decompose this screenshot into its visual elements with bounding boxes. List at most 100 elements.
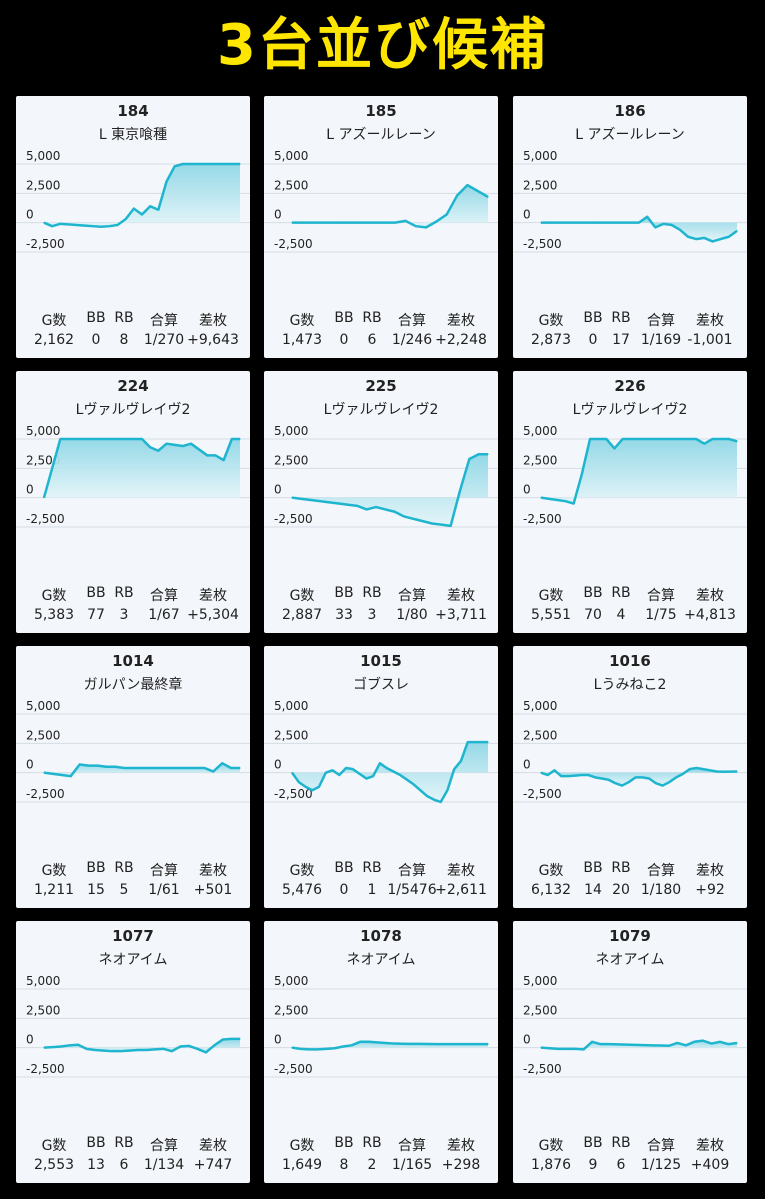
stat-label: 差枚 xyxy=(199,313,227,329)
chart-card: 224 Lヴァルヴレイヴ2 5,000 2,500 0 -2,500 G数 5,383 BB 77… xyxy=(16,371,250,633)
data-point xyxy=(359,1041,361,1043)
data-point xyxy=(394,222,396,224)
stat-label: 合算 xyxy=(646,588,675,604)
data-point xyxy=(662,784,664,787)
data-point xyxy=(433,799,435,801)
y-tick-label: 0 xyxy=(523,1033,531,1047)
data-point xyxy=(597,222,599,224)
data-point xyxy=(108,225,110,227)
data-point xyxy=(168,767,170,769)
area-chart: 5,000 2,500 0 -2,500 xyxy=(513,699,747,803)
data-point xyxy=(487,1043,489,1045)
stat-label: RB xyxy=(362,310,382,326)
data-point xyxy=(375,506,377,508)
data-point xyxy=(461,1043,464,1045)
stat-value: 1,876 xyxy=(530,1157,572,1173)
stat-value: +2,611 xyxy=(435,882,487,898)
data-point xyxy=(43,497,45,499)
data-point xyxy=(150,767,152,769)
stat-label: 差枚 xyxy=(447,313,475,329)
data-point xyxy=(105,766,107,768)
stat-label: 合算 xyxy=(646,863,675,879)
data-point xyxy=(648,777,650,780)
stat-combined: 合算 1/5476 xyxy=(387,860,436,898)
stat-value: 1,473 xyxy=(281,332,323,348)
stat-label: 差枚 xyxy=(447,863,475,879)
y-tick-label: 2,500 xyxy=(26,453,60,467)
data-point xyxy=(60,1045,62,1048)
stat-label: 合算 xyxy=(397,588,426,604)
data-point xyxy=(589,438,591,440)
machine-number: 1078 xyxy=(360,927,402,945)
data-point xyxy=(468,458,470,460)
data-point xyxy=(120,1050,122,1052)
chart-card: 226 Lヴァルヴレイヴ2 5,000 2,500 0 -2,500 G数 5,551 BB 70… xyxy=(513,371,747,633)
stat-games: G数 2,873 xyxy=(531,310,571,348)
data-point xyxy=(605,222,607,224)
data-point xyxy=(301,222,303,224)
data-point xyxy=(419,789,422,791)
stat-value: 17 xyxy=(612,332,630,348)
y-tick-label: 0 xyxy=(26,208,34,222)
data-point xyxy=(100,438,102,440)
stat-label: 差枚 xyxy=(198,863,227,879)
data-point xyxy=(108,438,110,440)
stat-label: 合算 xyxy=(646,1138,675,1154)
data-point xyxy=(159,767,161,769)
stat-label: 合算 xyxy=(397,313,426,329)
data-point xyxy=(419,1043,421,1045)
stat-diff: 差枚 +4,813 xyxy=(684,585,736,623)
stat-value: +2,248 xyxy=(435,332,487,348)
y-tick-label: 5,000 xyxy=(26,699,60,713)
stat-label: RB xyxy=(114,585,134,601)
data-point xyxy=(368,1041,370,1043)
stat-value: 1/61 xyxy=(148,882,180,898)
data-point xyxy=(141,767,143,769)
chart-card: 1078 ネオアイム 5,000 2,500 0 -2,500 G数 1,649 BB 8 RB 2 合… xyxy=(264,921,498,1183)
data-point xyxy=(223,163,225,165)
data-point xyxy=(679,438,681,440)
data-point xyxy=(133,438,135,440)
stat-value: 0 xyxy=(339,332,349,348)
data-point xyxy=(190,443,192,445)
stat-combined: 合算 1/165 xyxy=(392,1135,432,1173)
data-point xyxy=(214,163,217,165)
data-point xyxy=(671,438,673,440)
data-point xyxy=(679,229,681,231)
data-point xyxy=(372,775,374,777)
stat-bb: BB 77 xyxy=(86,585,105,623)
data-point xyxy=(587,774,589,776)
stat-label: BB xyxy=(86,310,106,326)
data-point xyxy=(415,225,417,227)
data-point xyxy=(230,1038,233,1040)
machine-name: ネオアイム xyxy=(595,952,665,968)
data-point xyxy=(435,220,438,223)
data-point xyxy=(373,222,376,224)
chart-card: 185 L アズールレーン 5,000 2,500 0 -2,500 G数 1,473 BB 0 R… xyxy=(264,96,498,358)
data-point xyxy=(331,769,334,771)
data-point xyxy=(77,1044,79,1046)
stat-combined: 合算 1/80 xyxy=(396,585,427,623)
data-point xyxy=(556,499,558,501)
data-point xyxy=(630,438,632,440)
data-point xyxy=(628,781,630,783)
data-point xyxy=(450,525,452,527)
data-point xyxy=(203,767,205,769)
data-point xyxy=(291,222,293,224)
stat-label: G数 xyxy=(538,1138,564,1154)
data-point xyxy=(304,786,307,788)
y-tick-label: 5,000 xyxy=(274,149,308,163)
data-point xyxy=(460,760,462,762)
data-point xyxy=(376,1041,378,1043)
data-point xyxy=(84,225,86,227)
data-point xyxy=(654,438,656,440)
data-point xyxy=(703,237,705,239)
data-point xyxy=(149,205,151,207)
stat-value: 1/180 xyxy=(640,882,682,898)
data-point xyxy=(687,236,689,238)
chart-card: 225 Lヴァルヴレイヴ2 5,000 2,500 0 -2,500 G数 2,887 BB 33… xyxy=(264,371,498,633)
area-fill xyxy=(44,164,240,227)
y-tick-label: 5,000 xyxy=(523,974,557,988)
data-point xyxy=(162,1048,164,1050)
y-tick-label: -2,500 xyxy=(523,1062,562,1076)
